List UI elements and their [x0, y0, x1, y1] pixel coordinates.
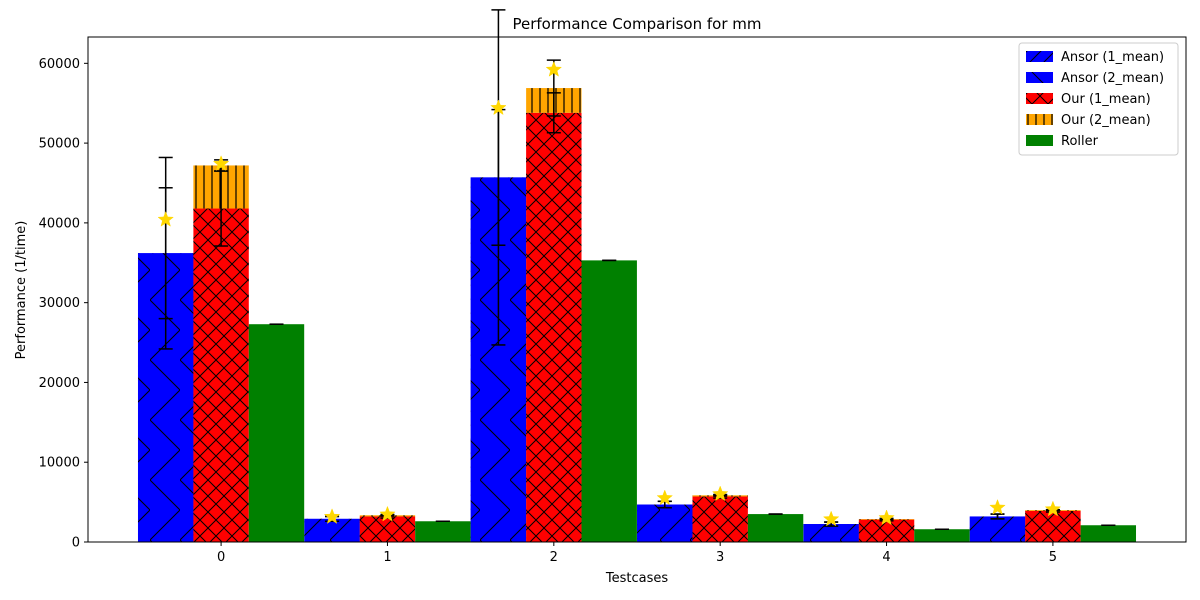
- bar-hatch-s1-c4: [803, 524, 859, 542]
- legend-swatch-hatch-0: [1026, 51, 1053, 62]
- bar-hatch-s1-c3: [637, 504, 693, 542]
- star-marker-7: [711, 485, 729, 502]
- axes: 0 10000 20000 30000 40000 50000 60000 0 1 2 3 4 5: [39, 36, 1187, 565]
- axes-frame: [87, 36, 1187, 543]
- star-marker-8: [822, 510, 840, 527]
- y-tick-label-2: 20000: [39, 376, 80, 391]
- y-tick-label-5: 50000: [39, 137, 80, 152]
- legend-box: [1018, 42, 1179, 156]
- star-marker-1: [212, 155, 230, 171]
- legend: Ansor (1_mean) Ansor (2_mean) Our (1_mean)…: [1018, 42, 1179, 156]
- chart-title: Performance Comparison for mm: [512, 15, 761, 33]
- star-marker-10: [989, 498, 1006, 515]
- star-marker-0: [157, 210, 174, 227]
- bar-hatch-s2-c5: [1025, 510, 1081, 542]
- legend-swatch-hatch-1: [1026, 72, 1053, 83]
- legend-label-4: Roller: [1061, 134, 1099, 149]
- legend-swatch-4: [1026, 135, 1053, 146]
- bar-s4-c5: [1080, 525, 1137, 542]
- bar-hatch-s1-c5: [969, 516, 1026, 542]
- x-tick-label-1: 1: [383, 550, 391, 565]
- y-tick-label-0: 0: [72, 536, 80, 551]
- bar-s4-c1: [415, 521, 471, 542]
- star-marker-9: [878, 509, 895, 526]
- bar-hatch-s2-c4: [858, 519, 915, 542]
- x-tick-label-5: 5: [1049, 550, 1057, 565]
- x-tick-label-4: 4: [882, 550, 890, 565]
- bar-hatch-s2-c0: [193, 208, 249, 543]
- x-axis-label: Testcases: [605, 571, 668, 586]
- star-marker-5: [545, 61, 563, 77]
- star-marker-6: [656, 489, 674, 506]
- bar-hatch-s1-c1: [304, 518, 360, 542]
- star-marker-4: [490, 99, 507, 116]
- bar-s4-c3: [747, 514, 804, 542]
- legend-label-0: Ansor (1_mean): [1061, 50, 1164, 65]
- legend-label-1: Ansor (2_mean): [1061, 71, 1164, 86]
- bar-hatch-s2-c3: [692, 496, 748, 542]
- legend-label-3: Our (2_mean): [1061, 113, 1151, 128]
- y-axis-label: Performance (1/time): [14, 221, 29, 360]
- y-tick-label-4: 40000: [39, 216, 80, 231]
- plot-area: [137, 9, 1137, 543]
- legend-swatch-hatch-3: [1026, 114, 1053, 125]
- bar-hatch-s2-c1: [359, 516, 416, 542]
- bar-hatch-s2-c2: [526, 112, 582, 542]
- y-tick-label-3: 30000: [39, 296, 80, 311]
- bar-s4-c0: [248, 324, 305, 542]
- legend-label-2: Our (1_mean): [1061, 92, 1151, 107]
- star-marker-11: [1044, 500, 1062, 517]
- bar-s4-c2: [581, 260, 637, 542]
- bar-s4-c4: [914, 529, 970, 542]
- x-tick-label-3: 3: [716, 550, 724, 565]
- y-tick-label-1: 10000: [39, 456, 80, 471]
- legend-swatch-hatch-2: [1026, 93, 1053, 104]
- star-marker-2: [323, 508, 341, 524]
- star-marker-3: [379, 505, 396, 522]
- x-tick-label-0: 0: [217, 550, 225, 565]
- y-tick-label-6: 60000: [39, 57, 80, 72]
- x-tick-label-2: 2: [550, 550, 558, 565]
